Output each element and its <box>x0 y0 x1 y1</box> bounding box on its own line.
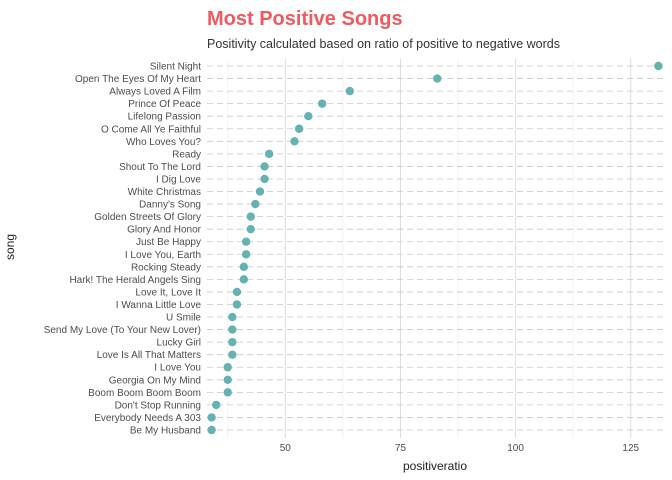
data-point <box>232 300 242 309</box>
data-point <box>345 86 354 96</box>
y-tick-label: Send My Love (To Your New Lover) <box>44 325 201 336</box>
y-tick-label: Boom Boom Boom Boom <box>88 388 201 399</box>
data-point <box>260 162 269 171</box>
x-tick-label: 100 <box>507 443 524 454</box>
y-tick-label: Silent Night <box>150 62 201 73</box>
y-tick-label: Love It, Love It <box>135 287 201 298</box>
y-tick-label: Everybody Needs A 303 <box>94 413 201 424</box>
row-guides <box>207 65 663 431</box>
y-tick-label: Golden Streets Of Glory <box>94 212 201 223</box>
y-tick-label: Hark! The Herald Angels Sing <box>69 275 201 286</box>
data-point <box>251 199 260 209</box>
data-point <box>228 312 237 322</box>
y-tick-label: Glory And Honor <box>127 225 202 236</box>
y-tick-label: White Christmas <box>128 187 201 198</box>
y-tick-label: O Come All Ye Faithful <box>101 124 201 135</box>
chart-subtitle: Positivity calculated based on ratio of … <box>207 37 560 51</box>
data-point <box>264 149 274 159</box>
x-tick-labels: 50 75 100 125 <box>280 443 640 454</box>
data-point <box>654 61 663 71</box>
data-point <box>228 325 237 334</box>
data-point <box>433 74 442 83</box>
grid <box>227 59 632 438</box>
data-point <box>223 363 232 372</box>
data-point <box>207 413 216 422</box>
data-point <box>212 400 221 410</box>
y-tick-label: Always Loved A Film <box>109 87 201 98</box>
y-tick-label: Shout To The Lord <box>119 162 201 173</box>
y-tick-label: Lucky Girl <box>157 338 201 349</box>
y-tick-label: Open The Eyes Of My Heart <box>75 74 201 85</box>
x-tick-label: 50 <box>280 443 292 454</box>
x-tick-label: 125 <box>622 443 639 454</box>
data-point <box>294 124 304 133</box>
data-point <box>260 174 269 184</box>
data-point <box>223 388 232 397</box>
y-tick-label: Be My Husband <box>130 426 201 437</box>
y-tick-label: Rocking Steady <box>131 262 201 273</box>
data-point <box>241 250 251 259</box>
y-tick-label: I Dig Love <box>156 174 201 185</box>
y-tick-label: Love Is All That Matters <box>97 350 201 361</box>
data-point <box>239 262 249 272</box>
data-points <box>207 61 663 435</box>
data-point <box>228 337 237 347</box>
data-point <box>241 237 251 246</box>
y-tick-label: Ready <box>172 149 201 160</box>
y-tick-label: Georgia On My Mind <box>109 375 201 386</box>
y-tick-label: I Love You, Earth <box>125 250 201 261</box>
y-tick-label: I Love You <box>154 363 201 374</box>
y-tick-label: I Wanna Little Love <box>116 300 202 311</box>
y-tick-label: Prince Of Peace <box>128 99 201 110</box>
data-point <box>246 224 255 234</box>
y-tick-label: Just Be Happy <box>136 237 201 248</box>
y-tick-label: Don't Stop Running <box>115 400 201 411</box>
data-point <box>223 375 232 384</box>
x-axis-title: positiveratio <box>403 459 467 473</box>
y-tick-label: U Smile <box>166 313 201 324</box>
data-point <box>317 99 327 108</box>
data-point <box>239 275 249 284</box>
data-point <box>207 425 216 435</box>
x-tick-label: 75 <box>395 443 407 454</box>
data-point <box>304 112 313 121</box>
data-point <box>228 350 237 359</box>
y-tick-label: Who Loves You? <box>126 137 201 148</box>
y-tick-label: Danny's Song <box>139 200 201 211</box>
data-point <box>290 137 299 146</box>
y-axis-title: song <box>3 234 17 260</box>
data-point <box>232 287 242 297</box>
chart-title: Most Positive Songs <box>207 8 403 30</box>
y-tick-label: Lifelong Passion <box>128 112 201 123</box>
data-point <box>255 187 265 196</box>
data-point <box>246 212 255 221</box>
